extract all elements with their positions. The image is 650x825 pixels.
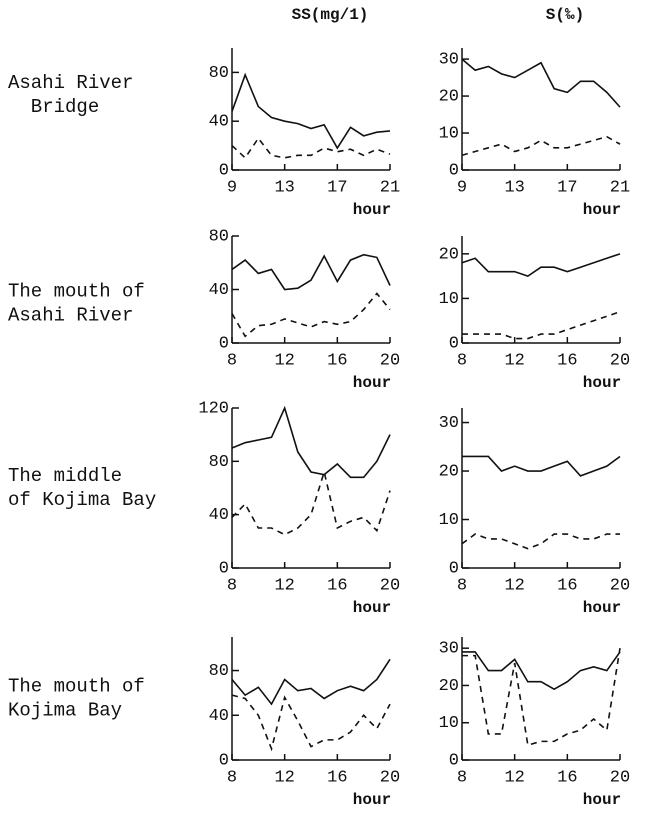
series-line [462,455,621,477]
x-tick-label: 12 [504,351,524,370]
x-tick-label: 17 [327,178,347,197]
x-tick-label: 20 [380,768,400,787]
y-tick-label: 0 [449,334,459,353]
series-line [461,533,620,550]
x-tick-label: 9 [457,178,467,197]
series-line [231,253,391,291]
series-line [461,135,621,156]
series-line [231,468,391,536]
y-tick-label: 30 [439,414,459,433]
y-tick-label: 0 [219,161,229,180]
x-axis-label: hour [353,374,391,392]
x-tick-label: 8 [227,576,237,595]
x-tick-label: 21 [380,178,400,197]
row-label: The mouth of [8,676,145,698]
x-tick-label: 16 [557,768,577,787]
y-tick-label: 40 [209,506,229,525]
row-label: The mouth of [8,281,145,303]
series-line [231,136,391,160]
x-axis-label: hour [353,201,391,219]
x-tick-label: 12 [274,351,294,370]
x-tick-label: 16 [327,768,347,787]
y-tick-label: 10 [439,290,459,309]
series-line [462,648,621,747]
x-tick-label: 12 [504,768,524,787]
series-line [231,292,391,338]
series-line [461,58,621,108]
x-tick-label: 8 [457,351,467,370]
series-line [462,651,621,691]
y-tick-label: 0 [449,161,459,180]
x-axis-label: hour [353,599,391,617]
series-line [231,72,391,150]
y-tick-label: 40 [209,707,229,726]
y-tick-label: 20 [439,463,459,482]
row-label: Bridge [8,96,99,118]
y-tick-label: 20 [439,677,459,696]
y-tick-label: 10 [439,125,459,144]
series-line [461,253,621,278]
x-axis-label: hour [353,791,391,809]
row-label: Kojima Bay [8,700,122,722]
x-tick-label: 17 [557,178,577,197]
x-axis-label: hour [583,374,621,392]
y-tick-label: 120 [198,399,229,418]
series-line [231,694,391,752]
y-tick-label: 80 [209,662,229,681]
y-tick-label: 40 [209,113,229,132]
y-tick-label: 80 [209,227,229,246]
y-tick-label: 80 [209,64,229,83]
x-tick-label: 8 [227,768,237,787]
x-axis-label: hour [583,791,621,809]
x-tick-label: 16 [557,351,577,370]
column-header: S(‰) [546,6,584,24]
row-label: of Kojima Bay [8,489,156,511]
x-tick-label: 20 [610,768,630,787]
y-tick-label: 30 [439,640,459,659]
x-tick-label: 16 [557,576,577,595]
y-tick-label: 10 [439,511,459,530]
row-label: Asahi River [8,72,133,94]
x-tick-label: 9 [227,178,237,197]
column-header: SS(mg/1) [292,6,369,24]
y-tick-label: 0 [449,559,459,578]
x-tick-label: 12 [504,576,524,595]
x-tick-label: 20 [380,351,400,370]
x-tick-label: 16 [327,576,347,595]
y-tick-label: 0 [449,751,459,770]
y-tick-label: 0 [219,751,229,770]
y-tick-label: 20 [439,88,459,107]
x-tick-label: 8 [227,351,237,370]
series-line [231,658,391,706]
x-tick-label: 13 [274,178,294,197]
y-tick-label: 80 [209,453,229,472]
series-line [231,405,391,479]
y-tick-label: 0 [219,334,229,353]
x-tick-label: 12 [274,576,294,595]
x-tick-label: 8 [457,768,467,787]
x-tick-label: 20 [610,351,630,370]
row-label: Asahi River [8,305,133,327]
x-tick-label: 13 [504,178,524,197]
y-tick-label: 0 [219,559,229,578]
x-tick-label: 21 [610,178,630,197]
x-tick-label: 20 [380,576,400,595]
x-tick-label: 20 [610,576,630,595]
y-tick-label: 40 [209,281,229,300]
y-tick-label: 30 [439,51,459,70]
y-tick-label: 10 [439,714,459,733]
x-axis-label: hour [583,201,621,219]
series-line [462,311,621,340]
row-label: The middle [8,465,122,487]
x-tick-label: 12 [274,768,294,787]
y-tick-label: 20 [439,245,459,264]
x-tick-label: 16 [327,351,347,370]
x-tick-label: 8 [457,576,467,595]
x-axis-label: hour [583,599,621,617]
